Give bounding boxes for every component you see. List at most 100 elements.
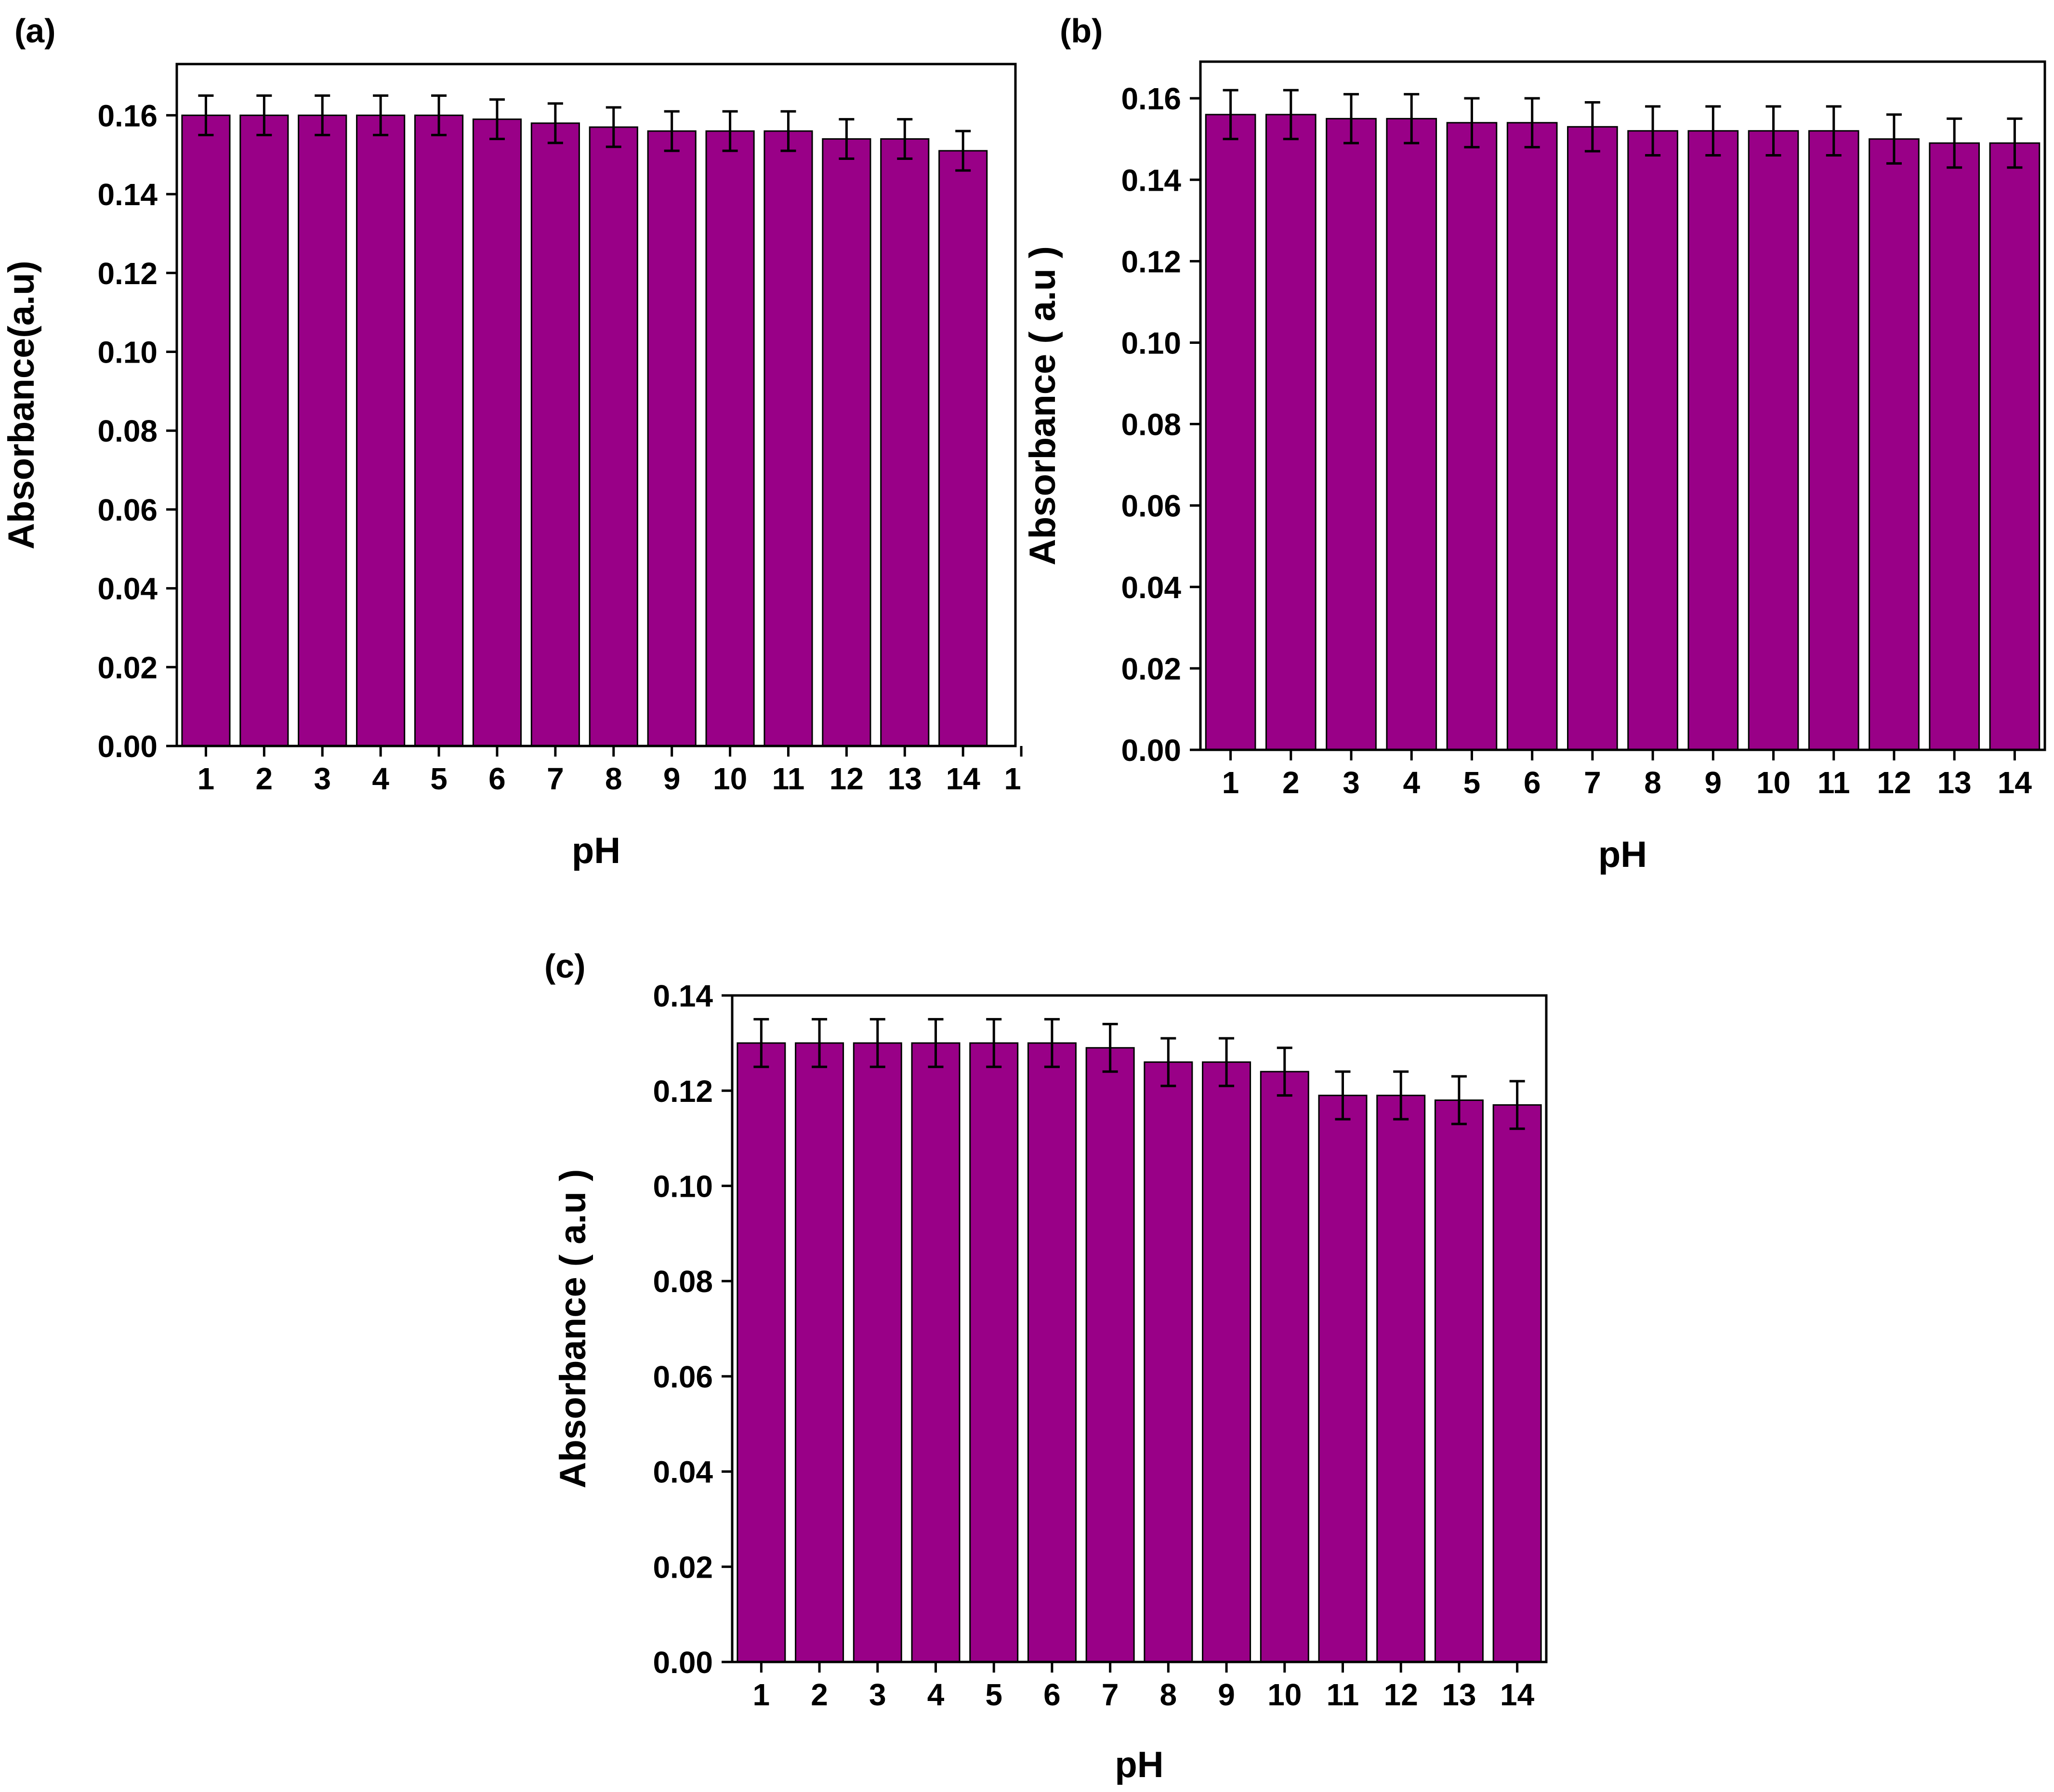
bar	[1260, 1071, 1309, 1663]
error-bar	[1223, 89, 1238, 141]
bar	[969, 1042, 1019, 1663]
panel-label: (a)	[14, 12, 56, 50]
bar	[1687, 130, 1739, 751]
y-tick-label: 0.02	[653, 1550, 713, 1584]
x-tick-label: 7	[1102, 1677, 1119, 1712]
error-bar	[780, 110, 796, 152]
x-tick-label: 4	[927, 1677, 945, 1712]
bar	[1085, 1047, 1135, 1663]
y-tick-label: 0.04	[97, 572, 158, 606]
y-tick-label: 0.00	[97, 729, 158, 764]
bar	[1205, 114, 1256, 751]
error-bar	[198, 94, 214, 136]
bar	[1326, 118, 1377, 751]
x-tick-label: 13	[1442, 1677, 1476, 1712]
y-tick-label: 0.16	[1121, 81, 1181, 116]
x-tick-label: 12	[1877, 765, 1911, 800]
bar	[880, 138, 930, 747]
error-bar	[431, 94, 447, 136]
plot-frame	[731, 994, 1548, 1663]
x-tick-label: 12	[830, 761, 864, 796]
x-tick-label: 10	[1756, 765, 1791, 800]
x-tick-label: 2	[1282, 765, 1300, 800]
error-bar	[986, 1018, 1002, 1068]
bar	[1318, 1095, 1368, 1663]
x-tick-label: 9	[1218, 1677, 1235, 1712]
x-tick-label: 14	[1500, 1677, 1535, 1712]
bar	[1027, 1042, 1077, 1663]
y-tick-label: 0.12	[653, 1074, 713, 1109]
y-tick-label: 0.10	[653, 1169, 713, 1203]
bar	[414, 114, 464, 747]
error-bar	[1464, 97, 1480, 149]
y-tick-label: 0.16	[97, 98, 158, 133]
y-axis-label: Absorbance ( a.u )	[1022, 246, 1063, 565]
x-tick-label: 6	[1524, 765, 1541, 800]
y-tick-label: 0.14	[97, 177, 158, 212]
y-tick-label: 0.14	[653, 979, 713, 1013]
y-tick-label: 0.12	[97, 256, 158, 291]
chart-panel-b: 0.000.020.040.060.080.100.120.140.161 2 3 4…	[1022, 12, 2046, 875]
error-bar	[547, 102, 563, 144]
error-bar	[1509, 1080, 1525, 1130]
x-tick-label: 1	[753, 1677, 770, 1712]
x-tick-label: 4	[372, 761, 389, 796]
bar	[647, 130, 697, 747]
error-bar	[1826, 105, 1842, 157]
error-bar	[812, 1018, 828, 1068]
bar	[1929, 142, 1980, 751]
error-bar	[664, 110, 680, 152]
x-tick-label: 11	[772, 761, 805, 796]
bar	[472, 118, 522, 747]
y-tick-label: 0.08	[653, 1264, 713, 1299]
y-tick-label: 0.08	[1121, 407, 1181, 442]
error-bar	[897, 118, 913, 160]
x-tick-label: 5	[985, 1677, 1002, 1712]
x-tick-label: 14	[1998, 765, 2032, 800]
x-tick-label: 7	[1584, 765, 1601, 800]
bar	[1567, 126, 1618, 751]
x-tick-label: 2	[811, 1677, 828, 1712]
error-bar	[489, 98, 505, 141]
chart-panel-c: 0.000.020.040.060.080.100.120.141 2 3 4 5 6 7 8…	[544, 947, 1548, 1785]
error-bar	[1102, 1022, 1118, 1073]
x-tick-label: 8	[605, 761, 622, 796]
x-axis-label: pH	[1598, 834, 1647, 875]
error-bar	[1219, 1037, 1235, 1087]
error-bar	[1335, 1070, 1351, 1121]
error-bar	[1044, 1018, 1060, 1068]
bar	[1144, 1061, 1193, 1663]
bar	[589, 126, 638, 747]
bar	[795, 1042, 844, 1663]
x-axis-label: pH	[1115, 1744, 1163, 1785]
bar	[737, 1042, 786, 1663]
panel-label: (c)	[544, 947, 586, 985]
y-tick-label: 0.06	[1121, 489, 1181, 523]
bar	[1989, 142, 2041, 751]
error-bar	[1277, 1046, 1292, 1097]
error-bar	[1524, 97, 1540, 149]
bar	[1446, 122, 1498, 751]
bar	[1492, 1104, 1542, 1663]
x-axis-label: pH	[572, 830, 620, 871]
error-bar	[256, 94, 272, 136]
x-tick-labels: 1 2 3 4 5 6 7 8 9 10 11 12 13 14	[1222, 765, 2032, 800]
x-tick-label: 4	[1403, 765, 1420, 800]
bar	[1748, 130, 1799, 751]
bar	[1376, 1095, 1426, 1663]
bar	[530, 122, 580, 747]
x-tick-label: 9	[663, 761, 681, 796]
y-tick-label: 0.06	[653, 1360, 713, 1394]
bar	[1202, 1061, 1251, 1663]
bar	[705, 130, 755, 747]
error-bar	[1393, 1070, 1409, 1121]
y-tick-label: 0.02	[97, 650, 158, 685]
bar	[298, 114, 347, 747]
y-axis-label: Absorbance ( a.u )	[553, 1169, 593, 1489]
y-tick-label: 0.04	[653, 1455, 713, 1490]
y-tick-label: 0.08	[97, 414, 158, 448]
error-bar	[1947, 117, 1962, 169]
x-tick-labels: 1 2 3 4 5 6 7 8 9 10 11 12 13 14 15	[198, 761, 1020, 796]
error-bar	[1283, 89, 1299, 141]
